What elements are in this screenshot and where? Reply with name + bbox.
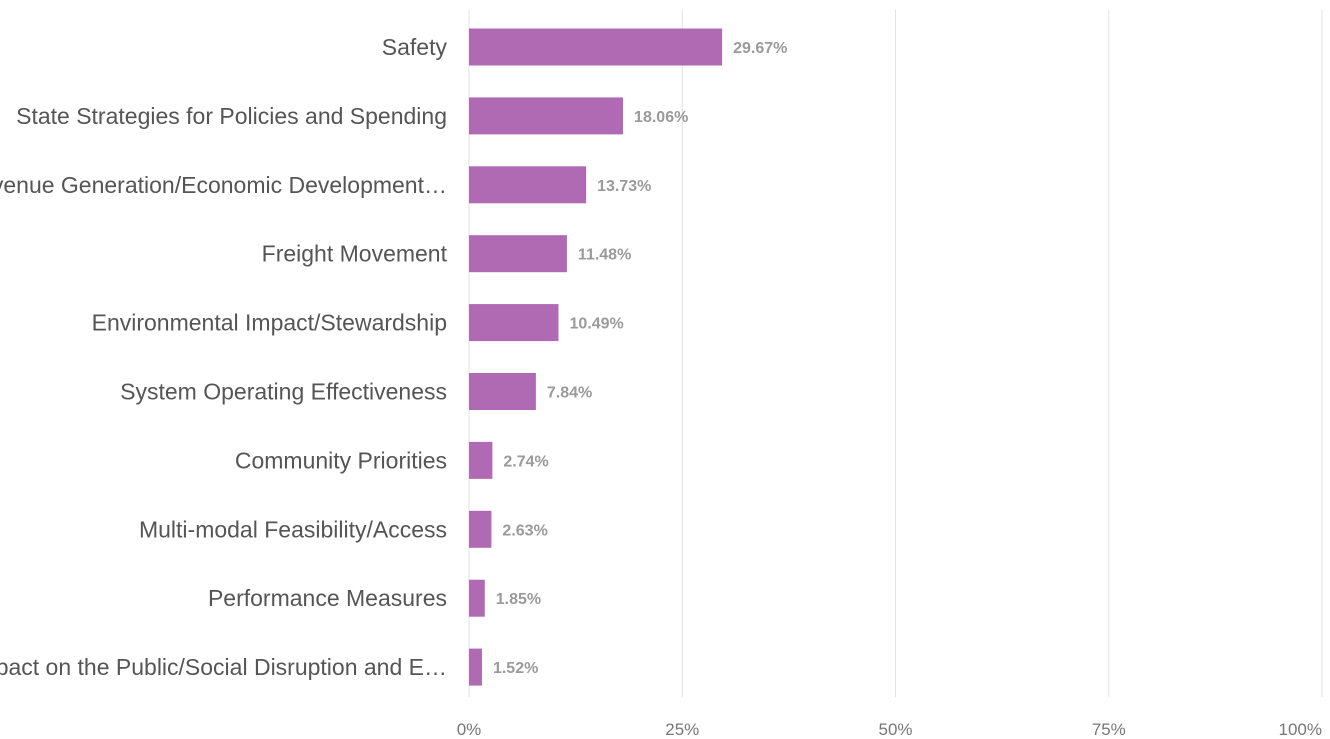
x-tick-label: 75% [1092,720,1126,739]
bar [469,166,587,204]
category-label: Revenue Generation/Economic Development… [0,172,447,198]
bar [469,648,482,686]
x-axis-ticks: 0% 25% 50% 75% 100% [457,720,1322,739]
x-tick-label: 0% [457,720,482,739]
value-label: 18.06% [634,109,688,126]
value-label: 10.49% [569,316,623,333]
value-label: 13.73% [597,178,651,195]
category-label: Community Priorities [235,447,447,473]
category-label: System Operating Effectiveness [120,379,447,405]
bar [469,373,536,410]
bar [469,235,567,273]
x-tick-label: 25% [665,720,699,739]
value-label: 7.84% [547,385,592,402]
x-tick-label: 50% [878,720,912,739]
bar [469,441,493,479]
value-label: 11.48% [578,247,631,264]
category-label: Multi-modal Feasibility/Access [139,516,447,542]
category-label: Performance Measures [208,585,447,611]
value-label: 1.85% [496,591,541,608]
category-label: State Strategies for Policies and Spendi… [16,103,447,129]
value-labels: 29.67% 18.06% 13.73% 11.48% 10.49% 7.84% 2.74%… [493,40,787,677]
value-label: 2.63% [502,522,547,539]
bar [469,28,723,66]
bars [469,28,723,686]
category-labels: Safety State Strategies for Policies and … [0,34,448,680]
category-label: Environmental Impact/Stewardship [92,310,447,336]
value-label: 29.67% [733,40,787,57]
value-label: 2.74% [503,453,548,470]
category-label: Impact on the Public/Social Disruption a… [0,654,447,680]
bar [469,97,624,135]
x-tick-label: 100% [1279,720,1322,739]
category-label: Safety [382,34,448,60]
value-label: 1.52% [493,660,538,677]
bar [469,579,485,617]
bar [469,510,492,548]
bar [469,304,559,342]
category-label: Freight Movement [262,241,448,267]
